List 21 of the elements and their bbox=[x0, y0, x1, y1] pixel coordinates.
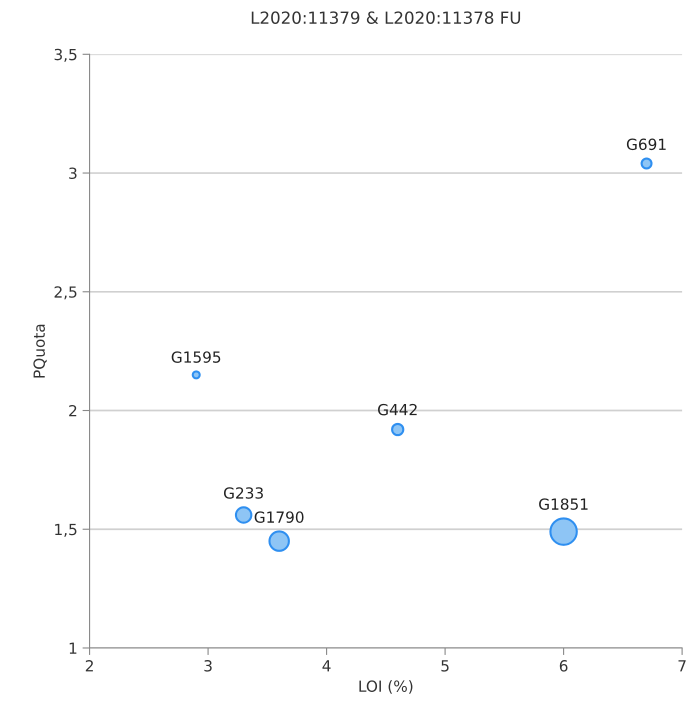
annotation: G1851 bbox=[539, 498, 588, 510]
x-tick-label: 6 bbox=[560, 660, 568, 672]
x-tick-label: 5 bbox=[441, 660, 449, 672]
annotation: G691 bbox=[626, 138, 666, 150]
chart-title: L2020:11379 & L2020:11378 FU bbox=[252, 11, 520, 24]
y-tick-label: 2,5 bbox=[54, 286, 76, 300]
y-tick-label: 1,5 bbox=[55, 524, 76, 537]
annotation: G1595 bbox=[172, 351, 220, 363]
y-tick-label: 3 bbox=[69, 168, 77, 180]
x-tick-label: 4 bbox=[322, 660, 331, 672]
y-tick-label: 1 bbox=[70, 642, 76, 654]
x-tick-label: 2 bbox=[86, 660, 93, 672]
x-axis-title: LOI (%) bbox=[359, 680, 412, 694]
y-tick-label: 2 bbox=[69, 404, 76, 416]
annotation: G1790 bbox=[254, 511, 304, 523]
x-tick-label: 7 bbox=[678, 660, 686, 672]
annotation: G233 bbox=[224, 487, 263, 499]
annotation: G442 bbox=[378, 404, 417, 416]
y-axis-title: PQuota bbox=[33, 324, 47, 378]
y-tick-label: 3,5 bbox=[54, 48, 76, 62]
x-tick-label: 3 bbox=[204, 660, 212, 672]
